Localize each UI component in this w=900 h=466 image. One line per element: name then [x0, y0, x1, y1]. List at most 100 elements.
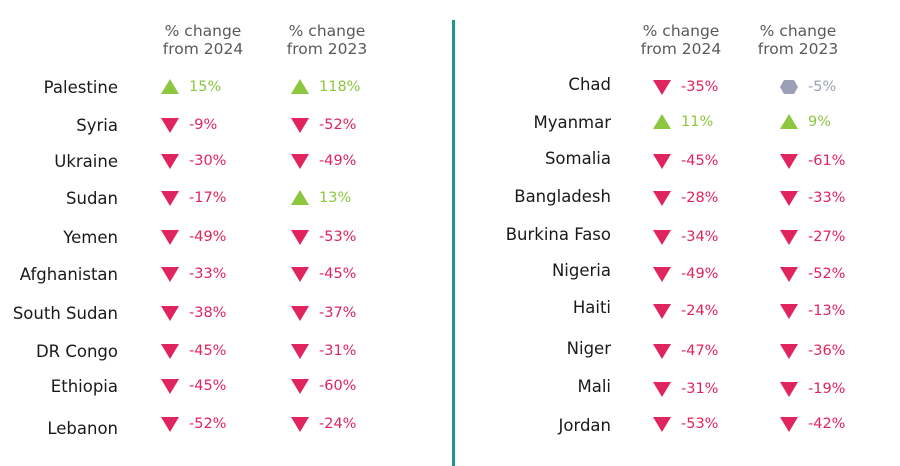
- triangle-down-icon: [780, 382, 798, 397]
- change-2023-value: -53%: [319, 229, 357, 245]
- triangle-down-icon: [291, 118, 309, 133]
- country-label: Myanmar: [533, 113, 611, 132]
- change-2023-value: -52%: [808, 266, 846, 282]
- change-2024-value: -49%: [681, 266, 719, 282]
- change-2024-value: -31%: [681, 381, 719, 397]
- change-2024-value: -45%: [189, 378, 227, 394]
- country-label: South Sudan: [12, 304, 118, 323]
- triangle-down-icon: [291, 344, 309, 359]
- column-header-line1: % change: [759, 22, 837, 40]
- triangle-down-icon: [780, 230, 798, 245]
- triangle-down-icon: [653, 230, 671, 245]
- triangle-down-icon: [161, 417, 179, 432]
- triangle-down-icon: [653, 80, 671, 95]
- change-2023-value: 9%: [808, 114, 832, 130]
- triangle-up-icon: [291, 79, 309, 94]
- country-label: Afghanistan: [19, 265, 118, 284]
- country-label: Palestine: [43, 78, 118, 97]
- column-header-line1: % change: [164, 22, 242, 40]
- triangle-down-icon: [161, 267, 179, 282]
- column-header-2024: % change from 2024: [143, 22, 263, 58]
- country-label: Somalia: [544, 149, 611, 168]
- triangle-down-icon: [653, 417, 671, 432]
- change-2024-value: -9%: [189, 117, 218, 133]
- change-2024-value: 15%: [189, 79, 222, 95]
- change-2023-value: -5%: [808, 79, 837, 95]
- triangle-down-icon: [653, 267, 671, 282]
- change-2024-value: -34%: [681, 229, 719, 245]
- change-2023-value: 118%: [319, 79, 361, 95]
- triangle-down-icon: [161, 191, 179, 206]
- change-2023-value: -36%: [808, 343, 846, 359]
- triangle-down-icon: [161, 230, 179, 245]
- triangle-down-icon: [161, 306, 179, 321]
- triangle-down-icon: [653, 344, 671, 359]
- change-2024-value: -24%: [681, 303, 719, 319]
- triangle-down-icon: [291, 417, 309, 432]
- change-2023-value: -61%: [808, 153, 846, 169]
- column-header-line2: from 2023: [757, 40, 839, 58]
- change-2024-value: -35%: [681, 79, 719, 95]
- column-header-2024: % change from 2024: [621, 22, 741, 58]
- column-header-line2: from 2023: [286, 40, 368, 58]
- triangle-down-icon: [291, 154, 309, 169]
- triangle-down-icon: [653, 191, 671, 206]
- change-2024-value: -52%: [189, 416, 227, 432]
- change-2024-value: -53%: [681, 416, 719, 432]
- triangle-down-icon: [780, 267, 798, 282]
- triangle-up-icon: [780, 114, 798, 129]
- change-2023-value: -45%: [319, 266, 357, 282]
- change-2024-value: -45%: [681, 153, 719, 169]
- change-2023-value: -60%: [319, 378, 357, 394]
- change-2023-value: -19%: [808, 381, 846, 397]
- country-label: Bangladesh: [514, 187, 611, 206]
- column-header-line1: % change: [288, 22, 366, 40]
- country-label: DR Congo: [35, 342, 118, 361]
- triangle-down-icon: [291, 306, 309, 321]
- column-header-2023: % change from 2023: [267, 22, 387, 58]
- change-2024-value: -17%: [189, 190, 227, 206]
- change-2024-value: -30%: [189, 153, 227, 169]
- triangle-down-icon: [780, 417, 798, 432]
- change-2023-value: -27%: [808, 229, 846, 245]
- country-label: Lebanon: [47, 419, 118, 438]
- triangle-down-icon: [780, 344, 798, 359]
- country-label: Niger: [566, 339, 611, 358]
- hexagon-neutral-icon: [780, 80, 798, 94]
- triangle-down-icon: [291, 267, 309, 282]
- triangle-down-icon: [161, 118, 179, 133]
- triangle-down-icon: [291, 379, 309, 394]
- triangle-up-icon: [291, 190, 309, 205]
- triangle-up-icon: [161, 79, 179, 94]
- country-label: Jordan: [558, 416, 612, 435]
- country-label: Syria: [76, 116, 118, 135]
- change-2023-value: -31%: [319, 343, 357, 359]
- change-2023-value: 13%: [319, 190, 352, 206]
- country-label: Burkina Faso: [505, 225, 611, 244]
- triangle-down-icon: [161, 154, 179, 169]
- country-label: Mali: [577, 377, 611, 396]
- country-label: Sudan: [66, 189, 118, 208]
- panel-divider: [452, 20, 455, 466]
- column-header-line2: from 2024: [162, 40, 244, 58]
- triangle-up-icon: [653, 114, 671, 129]
- change-2023-value: -49%: [319, 153, 357, 169]
- change-2023-value: -13%: [808, 303, 846, 319]
- column-header-line2: from 2024: [640, 40, 722, 58]
- country-label: Chad: [568, 75, 611, 94]
- triangle-down-icon: [161, 379, 179, 394]
- triangle-down-icon: [653, 304, 671, 319]
- change-2023-value: -33%: [808, 190, 846, 206]
- triangle-down-icon: [653, 154, 671, 169]
- change-2024-value: -38%: [189, 305, 227, 321]
- triangle-down-icon: [653, 382, 671, 397]
- change-2024-value: -47%: [681, 343, 719, 359]
- triangle-down-icon: [291, 230, 309, 245]
- country-label: Ukraine: [54, 152, 118, 171]
- change-2024-value: -49%: [189, 229, 227, 245]
- change-2023-value: -37%: [319, 305, 357, 321]
- column-header-2023: % change from 2023: [738, 22, 858, 58]
- change-2023-value: -24%: [319, 416, 357, 432]
- change-2024-value: 11%: [681, 114, 714, 130]
- change-2024-value: -28%: [681, 190, 719, 206]
